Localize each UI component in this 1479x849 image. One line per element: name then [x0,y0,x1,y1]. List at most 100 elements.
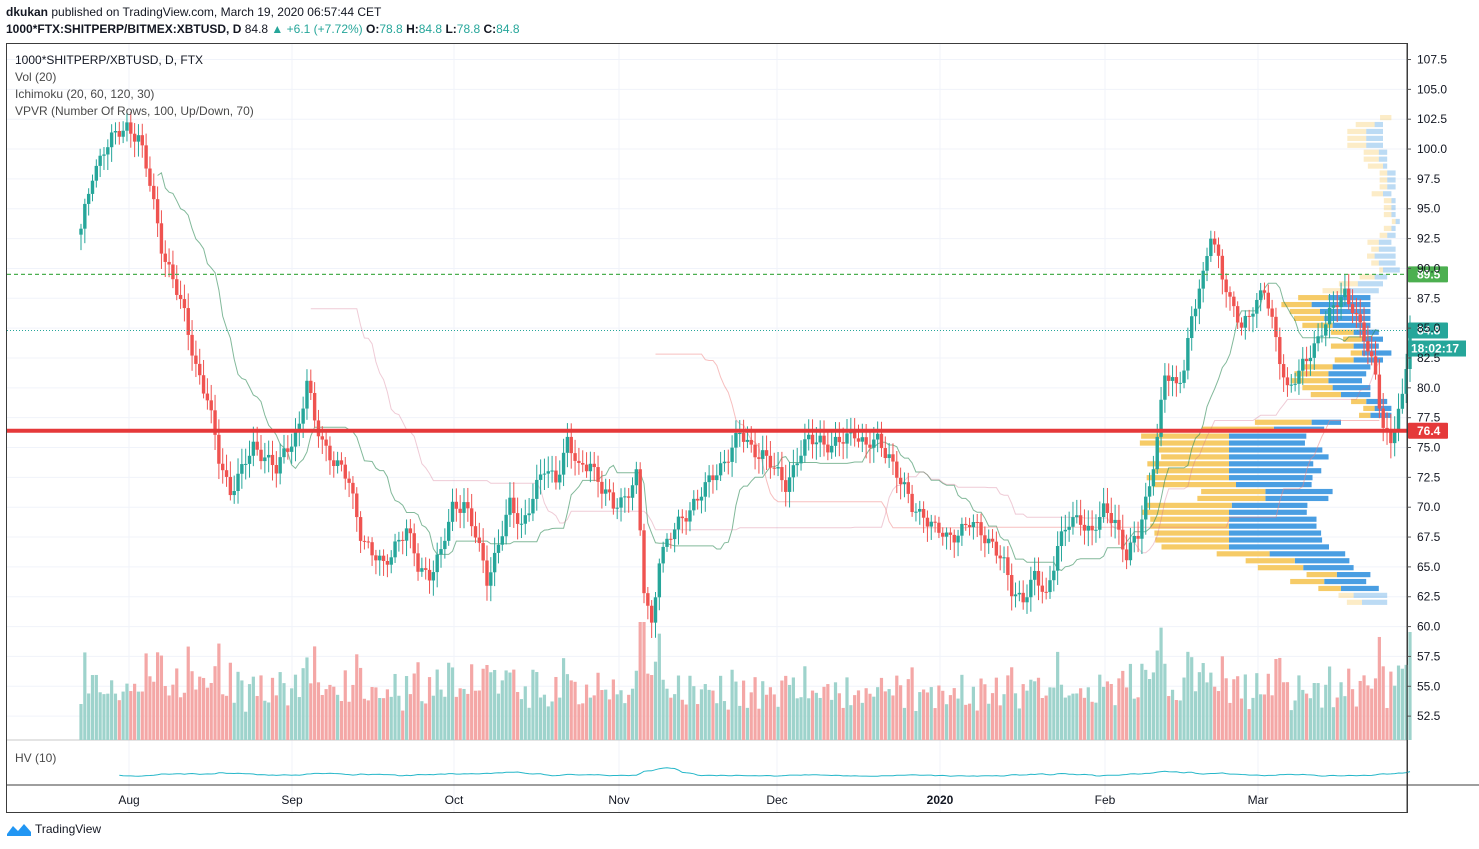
volume-bar [381,698,386,740]
volume-bar [1370,688,1374,740]
candle-body [1232,296,1236,307]
candle-body [649,605,654,623]
vp-row-up [1338,592,1354,598]
volume-bar [891,695,895,740]
vp-row-down [1341,585,1379,592]
vp-row-down [1391,198,1396,204]
candle-body [1190,316,1194,339]
legend-ichimoku[interactable]: Ichimoku (20, 60, 120, 30) [15,87,155,101]
vp-row-down [1294,558,1350,564]
volume-bar [301,668,305,740]
volume-bar [944,704,949,740]
vp-row-down [1366,128,1383,135]
volume-bar [477,690,481,740]
brand-name: TradingView [35,822,102,836]
candle-body [213,410,217,435]
volume-bar [205,687,209,740]
volume-bar [1358,680,1362,740]
volume-bar [224,695,229,740]
vp-row-down [1269,551,1346,557]
high-label: H: [406,22,419,36]
volume-bar [1082,697,1087,740]
volume-bar [462,688,466,740]
vp-row-down [1229,433,1307,439]
candle-body [370,542,374,556]
volume-bar [1075,693,1079,740]
last-price: 84.8 [244,22,269,36]
volume-bar [401,710,405,740]
price-axis[interactable]: 52.5 55.0 57.5 60.0 62.5 65.0 67.5 70.0 72.5 75.0… [1406,44,1447,812]
candle-body [144,145,148,169]
volume-bar [1002,694,1006,740]
volume-bar [1335,697,1339,740]
y-tick-label: 65.0 [1417,560,1441,574]
candle-body [439,549,443,555]
tradingview-brand[interactable]: TradingView [6,822,101,836]
volume-bar [159,655,164,740]
close-value: 84.8 [496,22,520,36]
time-axis[interactable]: Aug Sep Oct Nov Dec 2020 Feb Mar [7,784,1479,807]
volume-bar [355,654,359,740]
candle-body [393,541,397,558]
candle-body [538,474,543,480]
legend-volume[interactable]: Vol (20) [15,70,57,84]
candle-body [1327,307,1332,325]
volume-bar [508,672,512,740]
candle-body [630,485,635,498]
candle-body [496,544,501,553]
candle-body [799,455,803,464]
volume-bar [113,693,118,740]
candle-body [446,521,451,541]
candle-body [1025,597,1029,603]
volume-bar [569,680,573,740]
candle-body [515,513,520,524]
volume-bar [516,691,520,740]
candle-body [1224,279,1228,293]
vp-row-down [1383,163,1388,169]
candle-body [1013,594,1018,597]
volume-bar [1155,650,1159,740]
volume-bar [879,677,884,740]
candle-body [198,363,202,376]
y-tick-label: 95.0 [1417,202,1441,216]
vp-row-down [1378,260,1396,266]
volume-bar [814,692,818,740]
volume-bar [1121,670,1125,740]
candle-body [776,467,780,469]
vp-row-up [1306,572,1337,578]
vp-row-up [1371,246,1379,252]
volume-bar [293,674,298,740]
x-tick-label: Mar [1248,793,1269,807]
candle-body [1335,305,1339,308]
author-name[interactable]: dkukan [6,5,49,19]
vp-row-up [1197,495,1266,502]
candle-body [205,393,210,401]
volume-bar [1182,677,1186,740]
candle-body [772,467,776,469]
ichimoku-span-b [655,353,1380,529]
vp-row-down [1336,572,1371,578]
candle-body [1331,305,1336,308]
candle-body [1385,427,1389,430]
volume-bar [787,684,792,740]
legend-hv[interactable]: HV (10) [15,751,57,765]
legend-title[interactable]: 1000*SHITPERP/XBTUSD, D, FTX [15,53,204,67]
candle-body [604,489,608,494]
legend-vpvr[interactable]: VPVR (Number Of Rows, 100, Up/Down, 70) [15,104,254,118]
vp-row-down [1332,385,1371,391]
volume-bar [1251,697,1255,740]
volume-bar [87,693,91,740]
volume-bar [1232,679,1236,740]
vp-row-up [1346,599,1362,605]
y-tick-label: 92.5 [1417,232,1441,246]
volume-bar [876,687,880,740]
candle-body [699,496,704,501]
candle-body [672,529,677,540]
volume-bar [841,707,845,740]
volume-bar [182,692,187,740]
candle-body [983,535,987,544]
candle-body [523,515,527,524]
candle-body [1220,255,1225,280]
volume-bar [140,691,144,740]
